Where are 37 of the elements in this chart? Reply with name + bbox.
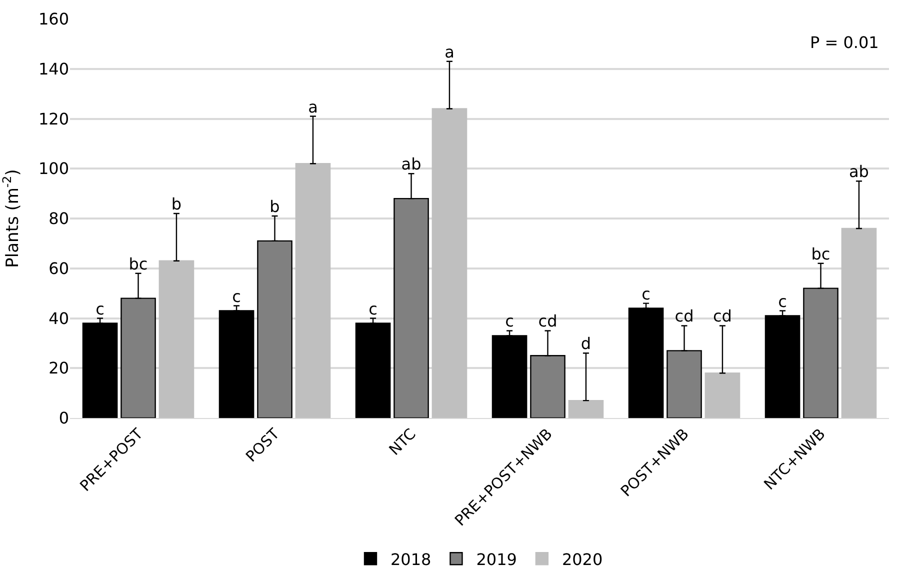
data-label: c xyxy=(505,312,514,331)
data-label: cd xyxy=(674,306,694,326)
y-tick-label: 100 xyxy=(38,159,69,178)
y-tick-label: 40 xyxy=(48,308,69,328)
legend-label: 2018 xyxy=(390,550,432,569)
bar xyxy=(841,228,877,418)
data-label: ab xyxy=(848,162,869,182)
data-label: b xyxy=(270,197,280,216)
data-label: c xyxy=(368,299,378,318)
bar xyxy=(295,163,331,418)
data-label: cd xyxy=(538,312,558,331)
y-tick-label: 20 xyxy=(48,358,69,378)
y-tick-label: 80 xyxy=(48,209,69,228)
data-label: c xyxy=(96,299,104,318)
data-label: b xyxy=(171,194,182,214)
y-tick-label: 120 xyxy=(38,109,69,128)
bar xyxy=(432,108,468,418)
data-label: ab xyxy=(401,154,422,174)
data-label: a xyxy=(444,42,454,62)
bar xyxy=(158,260,194,418)
legend-label: 2019 xyxy=(476,550,517,569)
legend-label: 2020 xyxy=(562,550,603,569)
bar xyxy=(568,400,604,418)
data-label: bc xyxy=(811,244,830,264)
annotation: P = 0.01 xyxy=(810,33,879,52)
y-tick-label: 0 xyxy=(58,408,69,428)
data-label: c xyxy=(778,292,787,311)
data-label: bc xyxy=(128,254,148,274)
y-tick-label: 140 xyxy=(38,59,69,78)
bar xyxy=(704,372,740,418)
y-tick-label: 60 xyxy=(48,258,69,278)
data-label: a xyxy=(308,97,318,116)
data-label: cd xyxy=(712,306,732,326)
y-tick-label: 160 xyxy=(38,10,69,29)
data-label: c xyxy=(642,284,650,304)
data-label: c xyxy=(232,286,241,306)
data-label: d xyxy=(580,334,592,354)
